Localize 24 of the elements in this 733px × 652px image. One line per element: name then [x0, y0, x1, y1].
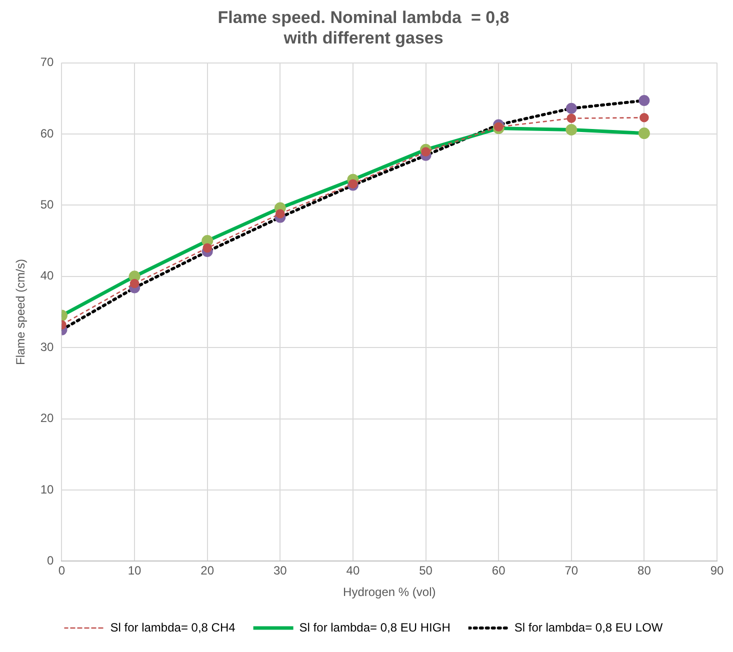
y-tick-label: 30 — [40, 340, 54, 354]
x-tick-label: 80 — [638, 564, 652, 578]
x-tick-label: 20 — [200, 564, 214, 578]
chart-title: Flame speed. Nominal lambda = 0,8 with different gases — [218, 8, 510, 48]
legend-label: Sl for lambda= 0,8 CH4 — [110, 620, 236, 634]
x-tick-label: 70 — [564, 564, 578, 578]
y-tick-label: 40 — [40, 268, 54, 283]
y-tick-label: 70 — [40, 55, 54, 70]
legend-label: Sl for lambda= 0,8 EU HIGH — [299, 620, 450, 634]
x-axis-title: Hydrogen % (vol) — [343, 585, 436, 600]
y-tick-label: 0 — [47, 554, 54, 568]
y-axis-title: Flame speed (cm/s) — [14, 258, 28, 366]
x-tick-label: 10 — [128, 564, 142, 578]
x-tick-label: 60 — [492, 564, 506, 578]
x-tick-label: 0 — [58, 564, 66, 578]
y-tick-label: 50 — [40, 198, 54, 212]
x-tick-label: 50 — [419, 564, 433, 578]
x-tick-label: 30 — [273, 564, 288, 578]
x-tick-label: 90 — [710, 564, 724, 578]
legend-label: Sl for lambda= 0,8 EU LOW — [514, 620, 664, 634]
y-tick-label: 10 — [40, 482, 54, 496]
x-tick-label: 40 — [346, 564, 360, 578]
y-tick-label: 60 — [40, 126, 54, 140]
y-tick-label: 20 — [40, 411, 54, 426]
